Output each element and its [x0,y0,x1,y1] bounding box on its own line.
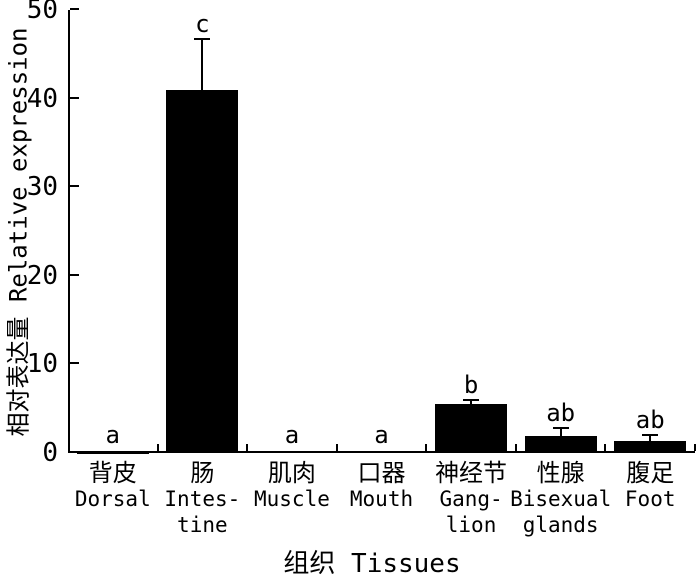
error-bar-cap [552,427,569,430]
bar [255,451,328,453]
x-category-label-cn: 神经节 [435,459,508,487]
bar [435,404,508,453]
x-category-label: 性腺 Bisexual glands [510,460,611,538]
plot-area [68,10,695,453]
x-category-label: 肠 Intes-tine [164,460,240,538]
x-category-label: 口器 Mouth [350,460,413,512]
x-category-label-en: Mouth [349,487,414,511]
y-axis-tick-label: 20 [26,260,58,291]
y-axis-tick [70,8,79,10]
bar [524,436,597,453]
x-axis-tick [156,444,159,451]
x-category-label-en: Gang- [439,487,503,511]
y-axis-tick-label: 30 [26,172,58,203]
y-axis-tick [70,362,79,365]
x-axis-title: 组织 Tissues [283,549,461,579]
significance-letter: b [463,370,479,399]
x-category-label-cn: 口器 [357,459,406,487]
y-axis-tick-label: 50 [26,0,58,25]
x-category-label-en: Foot [624,487,676,511]
significance-letter: a [374,421,389,449]
significance-letter: ab [635,406,665,435]
x-category-label-en: Muscle [253,487,330,511]
y-axis-tick [70,273,79,276]
x-axis-tick [694,444,696,451]
x-category-label: 神经节 Gang-lion [435,460,507,538]
x-category-label: 背皮 Dorsal [75,460,151,512]
x-axis-tick [246,444,249,451]
error-bar-cap [463,398,480,401]
x-category-label-cn: 肌肉 [267,459,316,487]
x-category-label: 腹足 Foot [625,460,676,512]
x-category-label-en: Dorsal [74,487,151,511]
significance-letter: a [105,421,121,449]
significance-letter: ab [546,399,576,428]
bar [614,440,687,453]
significance-letter: a [284,421,300,449]
y-axis-tick-label: 40 [26,83,58,114]
x-category-label-cn: 肠 [190,459,215,487]
error-bar [201,38,204,90]
x-category-label-en: Intes- [164,487,241,511]
y-axis-tick-label: 10 [26,349,58,380]
x-category-label-cn: 腹足 [626,459,675,487]
x-category-label-en: Bisexual [510,487,612,511]
error-bar [470,398,473,405]
x-category-label-en: tine [177,513,228,537]
error-bar-cap [194,38,211,41]
y-axis-tick [70,185,79,188]
x-axis-tick [604,444,607,451]
error-bar-cap [642,434,659,437]
y-axis-tick-label: 0 [42,438,58,468]
x-axis-tick [425,444,428,451]
error-bar [559,427,562,437]
x-category-label-cn: 性腺 [536,459,585,487]
x-category-label-en: glands [522,513,599,537]
y-axis-tick [70,96,79,99]
error-bar [649,434,652,441]
x-axis-tick [335,444,338,451]
bar [345,451,418,453]
x-category-label-cn: 背皮 [88,459,137,487]
significance-letter: c [195,10,210,39]
x-category-label-en: lion [445,513,497,537]
bar [166,89,239,453]
x-axis-tick [514,444,517,451]
x-category-label: 肌肉 Muscle [254,460,330,512]
